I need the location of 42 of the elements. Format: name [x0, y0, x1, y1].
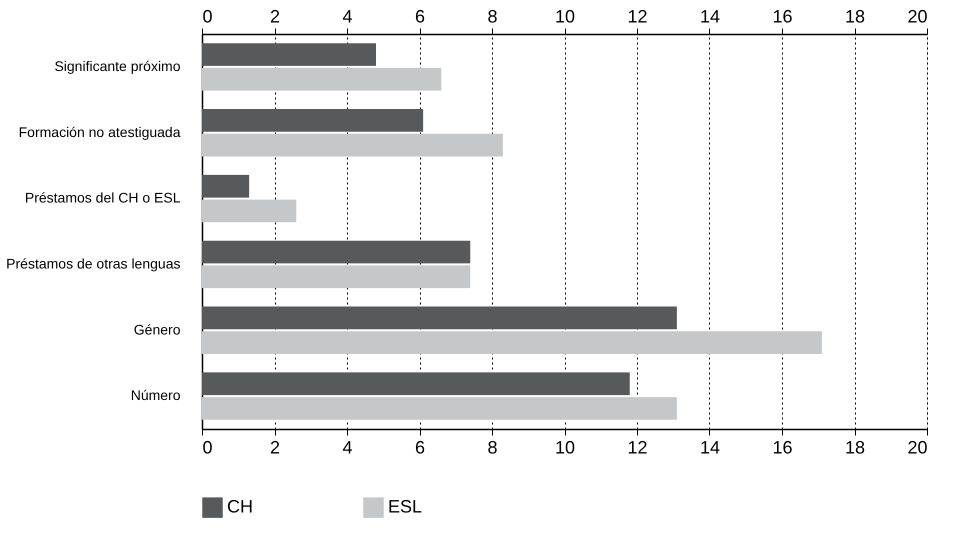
y-tick-label: Formación no atestiguada [18, 124, 181, 140]
bar [202, 109, 424, 132]
bar [202, 397, 677, 420]
x-tick-label: 16 [772, 6, 793, 26]
bar [202, 200, 296, 222]
x2-tick-label: 16 [772, 438, 793, 458]
bar [202, 372, 630, 396]
x-tick-label: 2 [270, 6, 280, 26]
legend-label: CH [227, 496, 253, 517]
y-tick-label: Género [134, 321, 181, 338]
x-tick-label: 10 [554, 6, 576, 26]
x-tick-label: 6 [414, 6, 426, 26]
bar [202, 68, 442, 91]
x2-tick-label: 6 [414, 438, 426, 458]
legend-label: ESL [388, 496, 422, 517]
x-tick-label: 0 [202, 6, 213, 26]
bar [202, 174, 250, 198]
bar [202, 306, 677, 330]
x-tick-label: 8 [487, 6, 498, 26]
x-tick-label: 20 [907, 6, 928, 26]
bar [202, 331, 822, 354]
x2-tick-label: 8 [487, 438, 498, 458]
x-tick-label: 12 [627, 6, 648, 26]
x2-tick-label: 0 [202, 438, 213, 458]
bar [202, 240, 470, 264]
x2-tick-label: 20 [907, 438, 928, 458]
bar [202, 265, 470, 288]
x-tick-label: 4 [342, 6, 353, 26]
x2-tick-label: 18 [844, 438, 866, 458]
x-tick-label: 14 [700, 6, 720, 26]
y-tick-label: Número [130, 387, 181, 404]
x-tick-label: 18 [844, 6, 866, 26]
x2-tick-label: 14 [700, 438, 720, 458]
bar [202, 134, 503, 156]
x2-tick-label: 2 [270, 438, 280, 458]
x2-tick-label: 12 [627, 438, 648, 458]
y-tick-label: Préstamos del CH o ESL [24, 190, 181, 206]
bar [202, 43, 376, 66]
x2-tick-label: 10 [554, 438, 576, 458]
x2-tick-label: 4 [342, 438, 353, 458]
y-tick-label: Significante próximo [54, 58, 181, 74]
y-tick-label: Préstamos de otras lenguas [6, 255, 180, 272]
